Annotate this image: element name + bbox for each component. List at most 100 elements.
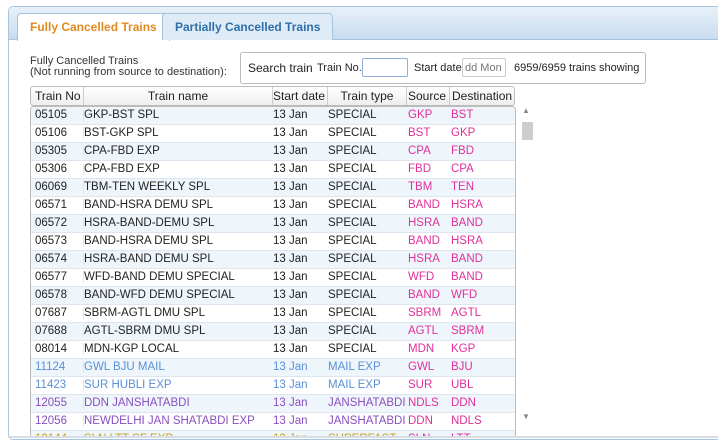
cell-start-date: 13 Jan [273,145,308,157]
cell-destination: LTT [451,433,471,437]
cell-train-name: BAND-HSRA DEMU SPL [83,199,214,211]
table-row[interactable]: 06573 BAND-HSRA DEMU SPL 13 Jan SPECIAL BAND… [31,233,515,251]
train-no-label: Train No. [317,62,362,74]
tab-bar: Fully Cancelled Trains Partially Cancell… [9,7,718,41]
cell-train-type: SPECIAL [328,127,377,139]
cell-train-type: SPECIAL [328,253,377,265]
cell-source: SBRM [408,307,442,319]
search-box: Search train Train No. Start date 6959/6… [240,52,646,84]
table-row[interactable]: 12056 NEWDELHI JAN SHATABDI EXP 13 Jan JANS… [31,413,515,431]
cell-destination: BST [451,109,474,121]
cell-train-no: 11423 [35,379,67,391]
cell-start-date: 13 Jan [273,379,308,391]
cell-start-date: 13 Jan [273,181,308,193]
cell-source: HSRA [408,253,440,265]
cell-train-type: SPECIAL [328,307,377,319]
cell-source: HSRA [408,217,440,229]
cell-source: DDN [408,415,433,427]
cell-train-type: SPECIAL [328,181,377,193]
cell-start-date: 13 Jan [273,163,308,175]
table-row[interactable]: 05305 CPA-FBD EXP 13 Jan SPECIAL CPA FBD [31,143,515,161]
col-start-date[interactable]: Start date [272,89,326,103]
cell-source: BAND [408,289,440,301]
cell-train-type: SPECIAL [328,145,377,157]
cell-train-name: SLN LTT SF EXP [83,433,173,437]
table-row[interactable]: 08014 MDN-KGP LOCAL 13 Jan SPECIAL MDN KGP [31,341,515,359]
cell-train-name: SBRM-AGTL DMU SPL [83,307,205,319]
cell-train-type: SPECIAL [328,235,377,247]
description-subtitle: (Not running from source to destination)… [30,66,227,78]
table-row[interactable]: 06577 WFD-BAND DEMU SPECIAL 13 Jan SPECIAL W… [31,269,515,287]
table-row[interactable]: 06572 HSRA-BAND-DEMU SPL 13 Jan SPECIAL HSRA… [31,215,515,233]
cell-start-date: 13 Jan [273,235,308,247]
scrollbar[interactable]: ▲ ▼ [520,106,534,426]
scroll-up-icon[interactable]: ▲ [522,106,530,115]
cell-train-type: SPECIAL [328,289,377,301]
cell-destination: AGTL [451,307,482,319]
table-row[interactable]: 06571 BAND-HSRA DEMU SPL 13 Jan SPECIAL BAND… [31,197,515,215]
cell-start-date: 13 Jan [273,397,308,409]
cell-train-type: MAIL EXP [328,379,381,391]
table-row[interactable]: 06574 HSRA-BAND DEMU SPL 13 Jan SPECIAL HSRA… [31,251,515,269]
search-label: Search train [248,61,313,75]
col-train-name[interactable]: Train name [83,87,273,105]
cell-destination: HSRA [451,199,483,211]
cell-train-no: 06574 [35,253,67,265]
start-date-label: Start date [414,62,462,74]
cell-source: GWL [408,361,435,373]
cell-source: BST [408,127,431,139]
scroll-down-icon[interactable]: ▼ [522,412,530,421]
table-row[interactable]: 06578 BAND-WFD DEMU SPECIAL 13 Jan SPECIAL B… [31,287,515,305]
cell-train-no: 06571 [35,199,67,211]
cell-destination: DDN [451,397,476,409]
cell-train-no: 08014 [35,343,67,355]
cell-train-name: WFD-BAND DEMU SPECIAL [83,271,235,283]
cell-train-name: HSRA-BAND DEMU SPL [83,253,214,265]
table-row[interactable]: 12055 DDN JANSHATABDI 13 Jan JANSHATABDI NDL… [31,395,515,413]
table-row[interactable]: 05105 GKP-BST SPL 13 Jan SPECIAL GKP BST [31,107,515,125]
table-row[interactable]: 07687 SBRM-AGTL DMU SPL 13 Jan SPECIAL SBRM A… [31,305,515,323]
cell-source: CPA [408,145,431,157]
table-row[interactable]: 11423 SUR HUBLI EXP 13 Jan MAIL EXP SUR UBL [31,377,515,395]
cell-train-name: CPA-FBD EXP [83,163,160,175]
start-date-input[interactable] [462,58,506,77]
table-row[interactable]: 06069 TBM-TEN WEEKLY SPL 13 Jan SPECIAL TBM T… [31,179,515,197]
cell-start-date: 13 Jan [273,415,308,427]
cell-source: GKP [408,109,433,121]
col-source[interactable]: Source [408,89,447,103]
cell-train-no: 06577 [35,271,67,283]
cell-destination: BAND [451,217,483,229]
panel-bottom-border [8,436,718,438]
table-row[interactable]: 12144 SLN LTT SF EXP 13 Jan SUPERFAST SLN LTT [31,431,515,437]
cell-train-name: TBM-TEN WEEKLY SPL [83,181,211,193]
cell-destination: WFD [451,289,478,301]
cell-source: AGTL [408,325,439,337]
cell-start-date: 13 Jan [273,127,308,139]
cell-train-type: JANSHATABDI [328,415,406,427]
cell-destination: UBL [451,379,474,391]
cell-train-name: NEWDELHI JAN SHATABDI EXP [83,415,255,427]
scrollbar-thumb[interactable] [522,122,533,140]
table-row[interactable]: 11124 GWL BJU MAIL 13 Jan MAIL EXP GWL BJU [31,359,515,377]
table-row[interactable]: 05106 BST-GKP SPL 13 Jan SPECIAL BST GKP [31,125,515,143]
tab-partially-cancelled[interactable]: Partially Cancelled Trains [162,13,334,40]
train-no-input[interactable] [362,58,408,77]
col-destination[interactable]: Destination [449,87,512,105]
cell-train-name: HSRA-BAND-DEMU SPL [83,217,215,229]
table-row[interactable]: 05306 CPA-FBD EXP 13 Jan SPECIAL FBD CPA [31,161,515,179]
cell-train-no: 07687 [35,307,67,319]
table-row[interactable]: 07688 AGTL-SBRM DMU SPL 13 Jan SPECIAL AGTL S… [31,323,515,341]
cell-destination: CPA [451,163,474,175]
cell-train-name: MDN-KGP LOCAL [83,343,180,355]
cell-destination: KGP [451,343,476,355]
cell-train-name: BST-GKP SPL [83,127,159,139]
cell-train-name: BAND-WFD DEMU SPECIAL [83,289,235,301]
col-train-no[interactable]: Train No [35,89,81,103]
tab-fully-cancelled[interactable]: Fully Cancelled Trains [17,13,170,41]
cell-destination: FBD [451,145,474,157]
cell-destination: HSRA [451,235,483,247]
cell-train-type: SUPERFAST [328,433,396,437]
col-train-type[interactable]: Train type [327,87,407,105]
cell-train-type: SPECIAL [328,163,377,175]
cell-destination: TEN [451,181,474,193]
